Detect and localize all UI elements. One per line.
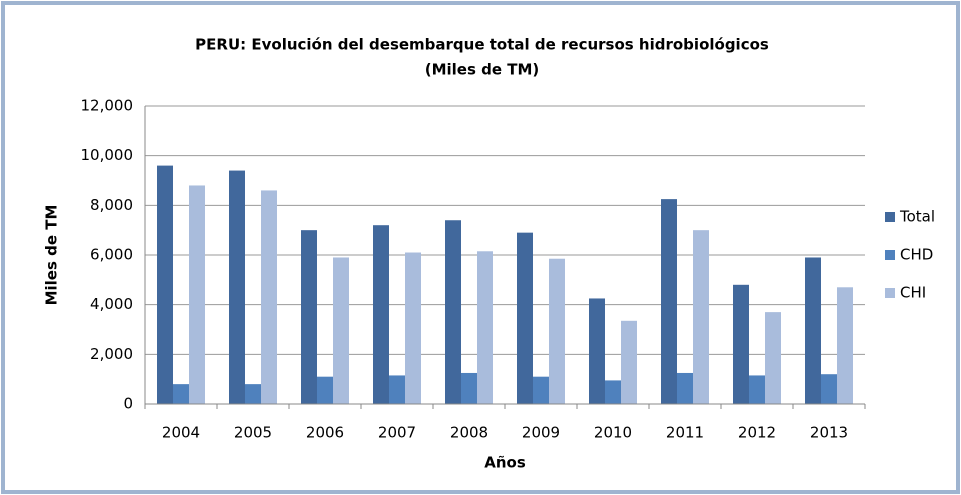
bar xyxy=(445,220,461,404)
x-tick-label: 2011 xyxy=(666,424,704,442)
x-axis-title: Años xyxy=(484,454,526,472)
y-tick-label: 0 xyxy=(123,395,133,413)
bar xyxy=(461,372,477,404)
bar xyxy=(821,374,837,404)
bar xyxy=(621,320,637,404)
x-tick-label: 2005 xyxy=(234,424,272,442)
legend-label: Total xyxy=(899,208,935,226)
bar xyxy=(749,375,765,404)
bar xyxy=(189,185,205,404)
y-tick-label: 8,000 xyxy=(90,196,133,214)
bar xyxy=(677,372,693,404)
bar xyxy=(733,284,749,404)
bar xyxy=(301,230,317,404)
x-tick-label: 2009 xyxy=(522,424,560,442)
chart-title: PERU: Evolución del desembarque total de… xyxy=(195,36,769,54)
x-tick-label: 2006 xyxy=(306,424,344,442)
legend-label: CHI xyxy=(900,284,926,302)
bar xyxy=(837,287,853,404)
legend-swatch xyxy=(885,250,895,260)
bar xyxy=(245,384,261,404)
x-tick-label: 2013 xyxy=(810,424,848,442)
bar xyxy=(477,251,493,404)
bar xyxy=(389,375,405,404)
bar xyxy=(317,376,333,404)
legend-swatch xyxy=(885,288,895,298)
y-axis-title: Miles de TM xyxy=(43,205,61,306)
bar xyxy=(549,258,565,404)
bar xyxy=(765,312,781,404)
bar xyxy=(173,384,189,404)
chart-subtitle: (Miles de TM) xyxy=(425,61,540,79)
y-tick-label: 10,000 xyxy=(81,146,134,164)
bar xyxy=(533,376,549,404)
bar xyxy=(405,252,421,404)
x-tick-label: 2004 xyxy=(162,424,200,442)
x-tick-label: 2008 xyxy=(450,424,488,442)
legend-swatch xyxy=(885,212,895,222)
x-tick-label: 2007 xyxy=(378,424,416,442)
bar xyxy=(693,230,709,404)
y-tick-label: 6,000 xyxy=(90,246,133,264)
legend-label: CHD xyxy=(900,246,933,264)
bar xyxy=(517,232,533,404)
bar xyxy=(589,298,605,404)
bar xyxy=(661,199,677,404)
y-tick-label: 12,000 xyxy=(81,97,134,115)
bar xyxy=(261,190,277,404)
bar xyxy=(373,225,389,404)
bar xyxy=(805,257,821,404)
bar xyxy=(333,257,349,404)
x-tick-label: 2012 xyxy=(738,424,776,442)
bar xyxy=(229,170,245,404)
bar xyxy=(605,380,621,404)
y-tick-label: 4,000 xyxy=(90,295,133,313)
y-tick-label: 2,000 xyxy=(90,345,133,363)
bar xyxy=(157,165,173,404)
x-tick-label: 2010 xyxy=(594,424,632,442)
